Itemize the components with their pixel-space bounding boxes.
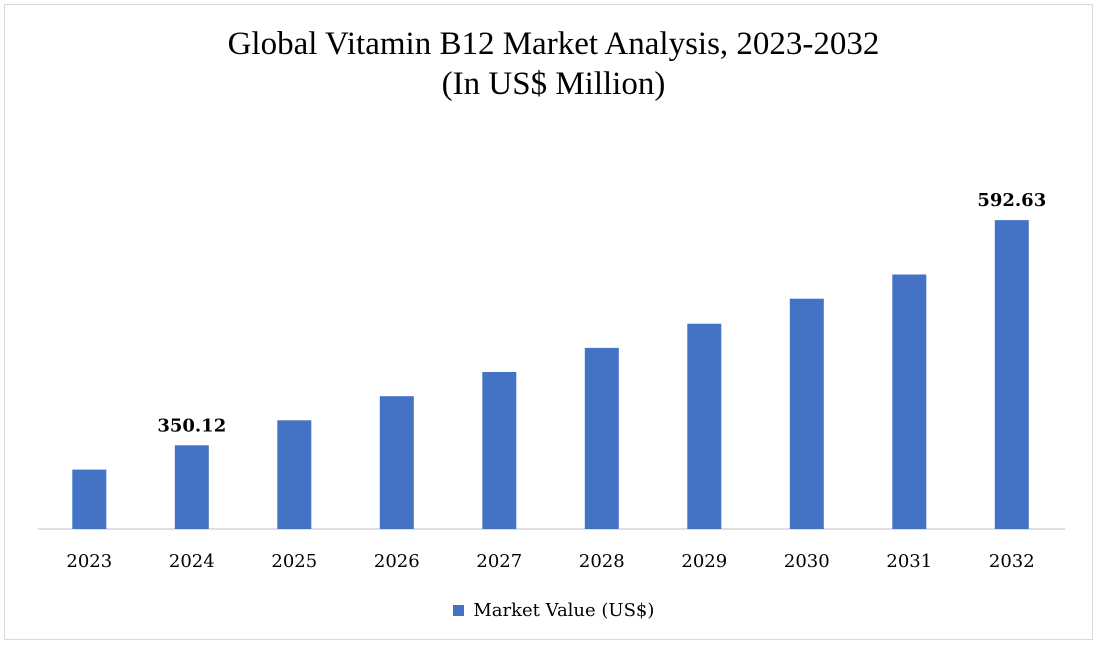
legend-label: Market Value (US$): [473, 600, 655, 621]
legend-swatch: [452, 605, 464, 616]
x-tick-label-2024: 2024: [169, 551, 215, 572]
chart-title-line: Global Vitamin B12 Market Analysis, 2023…: [227, 26, 880, 62]
x-tick-label-2030: 2030: [784, 551, 830, 572]
bar-2025: [277, 420, 312, 529]
bar-2030: [789, 298, 824, 529]
data-label-2024: 350.12: [157, 415, 226, 436]
bar-2023: [72, 469, 107, 529]
chart-legend: Market Value (US$): [0, 600, 1107, 621]
x-tick-label-2027: 2027: [476, 551, 522, 572]
data-label-2032: 592.63: [977, 190, 1046, 211]
x-tick-label-2023: 2023: [66, 551, 112, 572]
x-tick-label-2026: 2026: [374, 551, 420, 572]
chart-title: Global Vitamin B12 Market Analysis, 2023…: [0, 24, 1107, 104]
x-tick-label-2028: 2028: [579, 551, 625, 572]
bar-2028: [584, 347, 619, 529]
x-tick-label-2025: 2025: [271, 551, 317, 572]
bar-2032: [994, 220, 1029, 529]
bar-2024: [174, 445, 209, 529]
bar-2027: [482, 372, 517, 529]
chart-subtitle-line: (In US$ Million): [441, 66, 666, 102]
bar-2026: [379, 396, 414, 529]
x-tick-label-2032: 2032: [989, 551, 1035, 572]
x-tick-label-2031: 2031: [886, 551, 932, 572]
x-tick-label-2029: 2029: [681, 551, 727, 572]
bar-2031: [892, 274, 927, 529]
bar-2029: [687, 323, 722, 529]
